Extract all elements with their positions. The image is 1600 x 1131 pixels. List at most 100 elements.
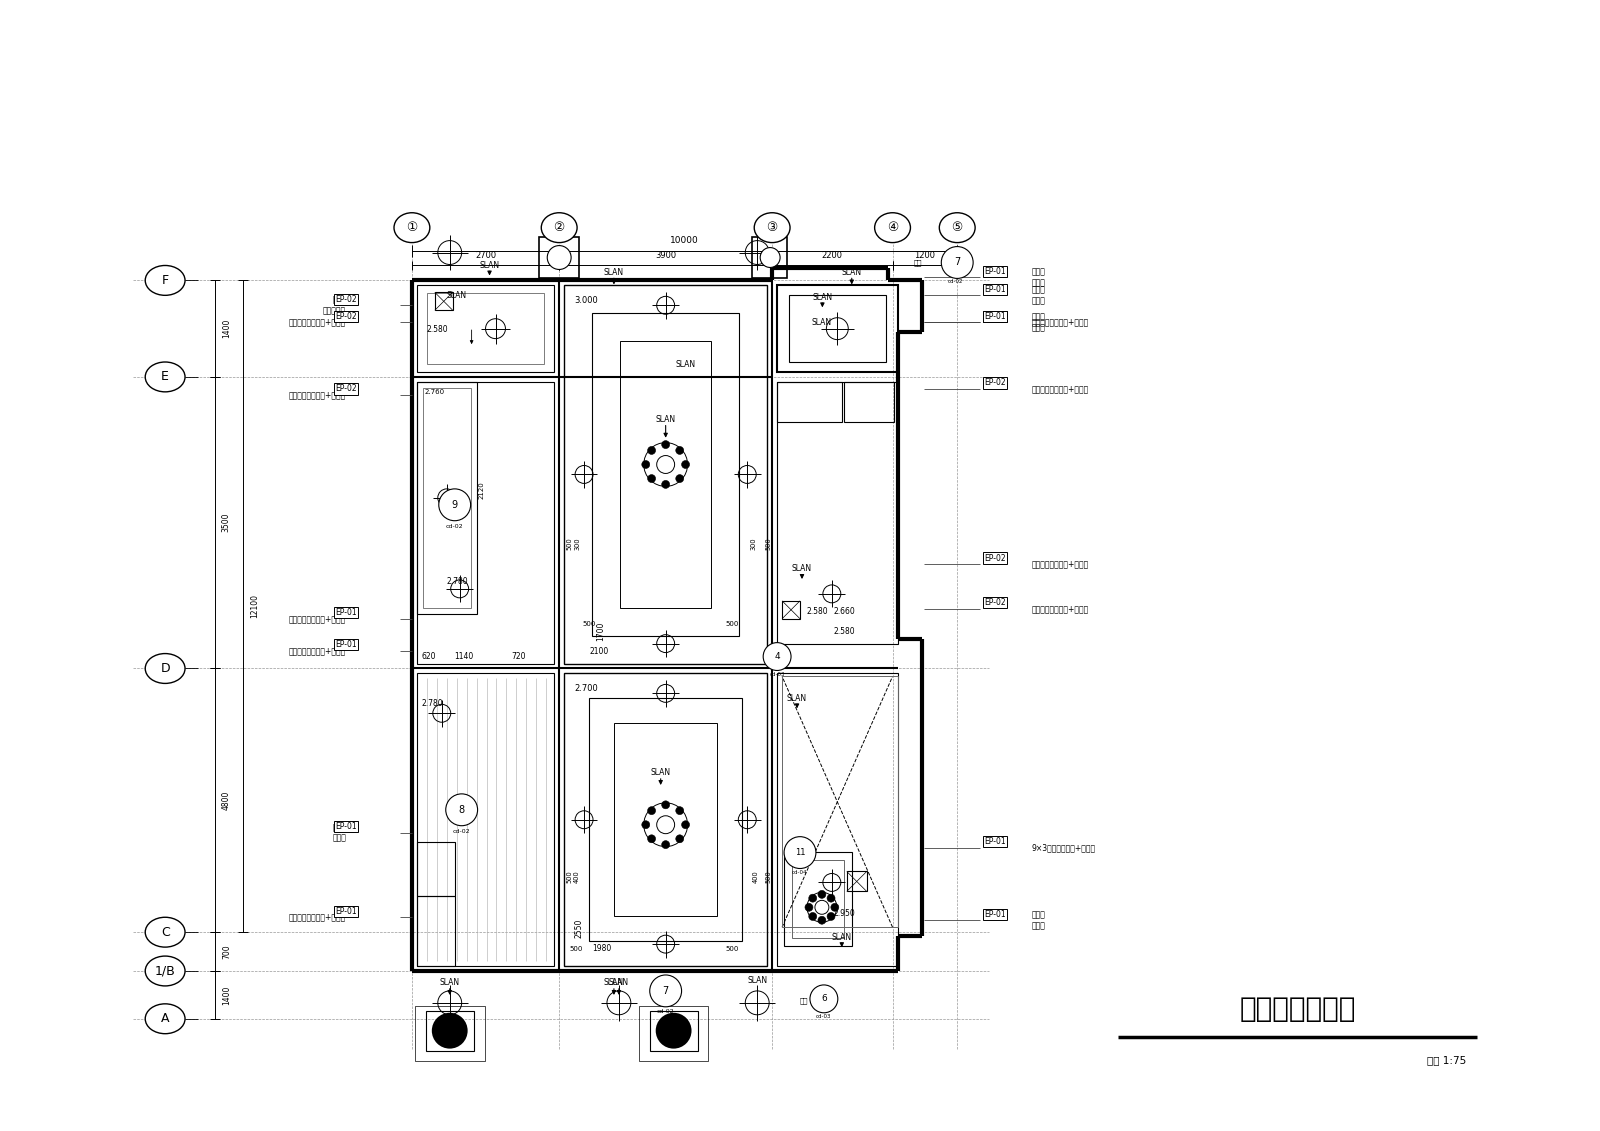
Text: C: C: [160, 925, 170, 939]
Circle shape: [682, 460, 690, 468]
Text: 2.580: 2.580: [834, 627, 856, 636]
Circle shape: [648, 806, 656, 814]
Text: 2550: 2550: [574, 918, 582, 939]
Ellipse shape: [146, 1004, 186, 1034]
Text: 1200: 1200: [914, 250, 936, 259]
Ellipse shape: [394, 213, 430, 242]
Text: 轻钢龙骨硅酸钙板+防水漆: 轻钢龙骨硅酸钙板+防水漆: [290, 390, 346, 399]
Text: 2.660: 2.660: [834, 606, 856, 615]
Ellipse shape: [146, 917, 186, 947]
Circle shape: [642, 460, 650, 468]
Circle shape: [438, 489, 470, 520]
Circle shape: [763, 642, 790, 671]
Text: SLAN: SLAN: [675, 361, 696, 370]
Text: 轻钢龙骨硅酸钙板+防水漆: 轻钢龙骨硅酸钙板+防水漆: [1032, 385, 1090, 394]
Text: 9: 9: [451, 500, 458, 510]
Bar: [435, 292, 453, 310]
Text: 1400: 1400: [222, 319, 230, 338]
Circle shape: [642, 821, 650, 829]
Text: 4: 4: [774, 653, 779, 661]
Bar: [784, 852, 851, 947]
Ellipse shape: [146, 362, 186, 391]
Text: ③: ③: [766, 222, 778, 234]
Text: 2120: 2120: [478, 481, 485, 499]
Bar: [843, 382, 893, 422]
Text: ①: ①: [406, 222, 418, 234]
Circle shape: [675, 447, 683, 455]
Text: cd-02: cd-02: [658, 1009, 675, 1013]
Text: 500: 500: [765, 871, 771, 883]
Text: EP-02: EP-02: [336, 385, 357, 394]
Bar: [418, 841, 454, 897]
Text: 3900: 3900: [654, 250, 677, 259]
Text: cd-02: cd-02: [947, 279, 963, 284]
Text: 二层天花布置图: 二层天花布置图: [1240, 995, 1355, 1022]
Text: 700: 700: [222, 944, 230, 959]
Text: 7: 7: [954, 258, 960, 268]
Text: 9×3厘夹板封顶梁+乳胶漆: 9×3厘夹板封顶梁+乳胶漆: [1032, 843, 1096, 852]
Text: 轻钢龙骨硅酸钙板+乳胶漆: 轻钢龙骨硅酸钙板+乳胶漆: [1032, 318, 1090, 327]
Text: 8: 8: [459, 805, 464, 814]
Bar: [426, 1011, 474, 1051]
Circle shape: [682, 821, 690, 829]
Circle shape: [547, 245, 571, 269]
Text: 2.580: 2.580: [427, 325, 448, 334]
Text: 720: 720: [512, 651, 526, 661]
Circle shape: [760, 248, 781, 267]
Circle shape: [656, 1012, 691, 1048]
Text: SLAN: SLAN: [811, 318, 832, 327]
Bar: [778, 285, 898, 372]
Text: 原楼板
乳胶漆: 原楼板 乳胶漆: [1032, 312, 1046, 331]
Circle shape: [675, 806, 683, 814]
Text: 3500: 3500: [222, 513, 230, 533]
Text: cd-02: cd-02: [453, 829, 470, 834]
Text: EP-01: EP-01: [984, 267, 1006, 276]
Circle shape: [662, 801, 670, 809]
Text: 1/B: 1/B: [155, 965, 176, 977]
Circle shape: [662, 840, 670, 848]
Circle shape: [675, 475, 683, 483]
Text: 500: 500: [726, 621, 739, 627]
Bar: [638, 1005, 709, 1061]
Text: EP-01: EP-01: [336, 822, 357, 831]
Bar: [752, 236, 787, 278]
Bar: [789, 295, 885, 362]
Text: SLAN: SLAN: [480, 261, 499, 270]
Circle shape: [446, 794, 477, 826]
Bar: [846, 872, 867, 891]
Circle shape: [808, 913, 816, 921]
Text: 2.760: 2.760: [426, 389, 445, 395]
Circle shape: [830, 904, 838, 912]
Text: 轻钢龙骨硅酸钙板+防水漆: 轻钢龙骨硅酸钙板+防水漆: [1032, 604, 1090, 613]
Bar: [792, 860, 843, 938]
Text: SLAN: SLAN: [747, 976, 768, 985]
Bar: [427, 293, 544, 364]
Circle shape: [941, 247, 973, 278]
Bar: [592, 313, 739, 636]
Text: 12100: 12100: [250, 594, 259, 619]
Text: 400: 400: [574, 871, 581, 883]
Text: SLAN: SLAN: [446, 291, 467, 300]
Text: 1140: 1140: [454, 651, 474, 661]
Text: 500: 500: [726, 947, 739, 952]
Bar: [782, 676, 898, 927]
Text: EP-01: EP-01: [984, 312, 1006, 321]
Text: 2700: 2700: [475, 250, 496, 259]
Circle shape: [808, 895, 816, 903]
Bar: [614, 723, 717, 916]
Text: EP-01: EP-01: [336, 640, 357, 649]
Circle shape: [432, 1012, 467, 1048]
Text: 轻钢龙骨硅酸钙板+防水漆: 轻钢龙骨硅酸钙板+防水漆: [1032, 560, 1090, 569]
Text: 原楼板
乳胶漆: 原楼板 乳胶漆: [1032, 910, 1046, 930]
Text: SLAN: SLAN: [842, 268, 862, 277]
Text: 500: 500: [566, 537, 573, 550]
Ellipse shape: [146, 266, 186, 295]
Text: 比例 1:75: 比例 1:75: [1427, 1055, 1467, 1065]
Ellipse shape: [541, 213, 578, 242]
Text: 620: 620: [422, 651, 437, 661]
Text: SLAN: SLAN: [440, 978, 459, 987]
Bar: [778, 673, 898, 966]
Text: cd-03: cd-03: [770, 673, 786, 677]
Ellipse shape: [146, 654, 186, 683]
Text: SLAN: SLAN: [813, 293, 832, 302]
